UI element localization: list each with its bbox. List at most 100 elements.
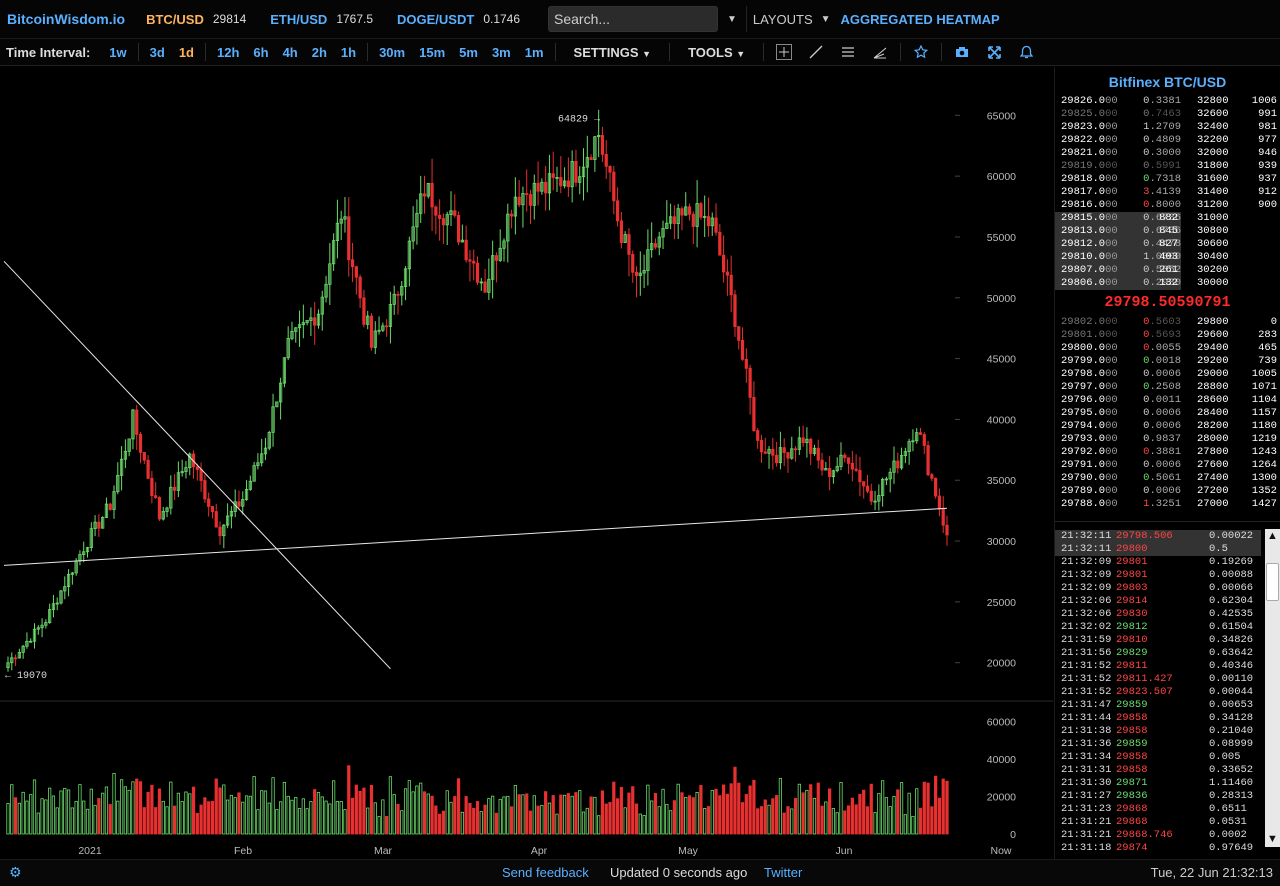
fullscreen-icon[interactable] [983,42,1005,62]
ask-row[interactable]: 29818.000 0.7318 31600 937 [1055,173,1280,186]
ask-row[interactable]: 29806.000 0.2930 30000 132 [1055,277,1229,290]
ask-row[interactable]: 29807.000 0.5052 30200 261 [1055,264,1229,277]
interval-1h[interactable]: 1h [340,44,357,60]
bid-row[interactable]: 29795.000 0.0006 28400 1157 [1055,407,1280,420]
interval-30m[interactable]: 30m [379,44,406,60]
camera-icon[interactable] [951,42,973,62]
order-amount: 0.5693 [1139,329,1181,342]
candle-body [347,216,351,261]
ask-row[interactable]: 29812.000 0.4478 30600 827 [1055,238,1229,251]
trade-row: 21:31:21 29868.746 0.0002 [1055,829,1261,842]
volume-bar [566,793,570,835]
bid-row[interactable]: 29793.000 0.9837 28000 1219 [1055,433,1280,446]
ask-row[interactable]: 29819.000 0.5991 31800 939 [1055,160,1280,173]
order-price-decimals: 00 [1105,147,1118,159]
tools-menu[interactable]: TOOLS ▼ [674,45,759,60]
interval-4h[interactable]: 4h [282,44,298,60]
ask-row[interactable]: 29810.000 1.0000 30400 403 [1055,251,1229,264]
ask-row[interactable]: 29826.000 0.3381 32800 1006 [1055,95,1280,108]
trades-scrollbar[interactable]: ▲ ▼ [1265,529,1280,847]
aggregated-heatmap-link[interactable]: AGGREGATED HEATMAP [840,11,1000,27]
order-amount: 0.2930 [1139,277,1181,290]
gear-icon[interactable]: ⚙ [9,864,22,880]
settings-menu[interactable]: SETTINGS ▼ [560,45,666,60]
ticker-name[interactable]: BTC/USD [146,11,204,27]
interval-15m[interactable]: 15m [419,44,446,60]
price-chart[interactable]: 65000 60000 55000 50000 45000 40000 35000 30000… [0,67,1053,859]
candle-body [127,438,131,452]
order-amount: 0.5603 [1139,316,1181,329]
ticker-name[interactable]: DOGE/USDT [397,11,475,27]
fib-icon[interactable] [869,42,891,62]
ask-row[interactable]: 29822.000 0.4809 32200 977 [1055,134,1280,147]
trade-amount: 0.00044 [1209,686,1254,698]
volume-bar [631,786,635,835]
ask-row[interactable]: 29825.000 0.7463 32600 991 [1055,108,1280,121]
brand-logo[interactable]: BitcoinWisdom.io [7,11,126,27]
crosshair-icon[interactable] [773,42,795,62]
twitter-link[interactable]: Twitter [764,865,803,880]
ask-row[interactable]: 29817.000 3.4139 31400 912 [1055,186,1280,199]
trade-history[interactable]: 21:32:11 29798.506 0.00022 21:32:11 29800 0.5… [1055,530,1280,855]
volume-bar [793,798,798,835]
bid-row[interactable]: 29797.000 0.2508 28800 1071 [1055,381,1280,394]
ask-row[interactable]: 29816.000 0.8000 31200 900 [1055,199,1280,212]
volume-bar [188,793,192,835]
ask-row[interactable]: 29823.000 1.2709 32400 981 [1055,121,1280,134]
star-icon[interactable] [910,42,932,62]
bid-row[interactable]: 29796.000 0.0011 28600 1104 [1055,394,1280,407]
bid-row[interactable]: 29798.000 0.0006 29000 1005 [1055,368,1280,381]
layouts-menu[interactable]: LAYOUTS ▼ [745,6,837,32]
bell-icon[interactable] [1015,42,1037,62]
interval-2h[interactable]: 2h [311,44,327,60]
interval-1w[interactable]: 1w [109,44,127,60]
bid-row[interactable]: 29792.000 0.3881 27800 1243 [1055,446,1280,459]
interval-6h[interactable]: 6h [253,44,269,60]
order-amount-int: 1 [1143,121,1150,133]
candle-body [597,135,601,138]
search-dropdown-icon[interactable]: ▼ [727,13,737,25]
trade-amount: 0.21040 [1209,725,1254,737]
candle-body [941,508,945,526]
ask-row[interactable]: 29815.000 0.6736 31000 882 [1055,212,1229,225]
ask-row[interactable]: 29813.000 0.6736 30800 845 [1055,225,1229,238]
scroll-up-icon[interactable]: ▲ [1267,530,1278,542]
interval-1d[interactable]: 1d [178,44,194,60]
trade-time: 21:31:36 [1061,738,1112,750]
candle-body [820,459,824,471]
interval-12h[interactable]: 12h [216,44,240,60]
candle-body [358,276,362,299]
bid-row[interactable]: 29800.000 0.0055 29400 465 [1055,342,1280,355]
line-tool-icon[interactable] [805,42,827,62]
candle-body [767,448,771,454]
order-amount-int: 0 [1143,407,1150,419]
send-feedback-link[interactable]: Send feedback [502,865,589,880]
volume-bar [623,807,627,835]
bid-row[interactable]: 29790.000 0.5061 27400 1300 [1055,472,1280,485]
bid-row[interactable]: 29799.000 0.0018 29200 739 [1055,355,1280,368]
bid-row[interactable]: 29794.000 0.0006 28200 1180 [1055,420,1280,433]
interval-1m[interactable]: 1m [524,44,544,60]
bid-row[interactable]: 29789.000 0.0006 27200 1352 [1055,485,1280,498]
volume-bar [63,787,67,835]
volume-bar [161,800,165,835]
interval-5m[interactable]: 5m [459,44,478,60]
bid-row[interactable]: 29801.000 0.5693 29600 283 [1055,329,1280,342]
bid-row[interactable]: 29791.000 0.0006 27600 1264 [1055,459,1280,472]
volume-bar [85,808,90,835]
ask-row[interactable]: 29821.000 0.3000 32000 946 [1055,147,1280,160]
interval-3d[interactable]: 3d [149,44,165,60]
ticker-name[interactable]: ETH/USD [270,11,328,27]
candle-body [207,498,211,507]
bid-row[interactable]: 29788.000 1.3251 27000 1427 [1055,498,1280,511]
search-input[interactable] [548,6,719,32]
interval-3m[interactable]: 3m [491,44,511,60]
hlines-icon[interactable] [837,42,859,62]
bid-row[interactable]: 29802.000 0.5603 29800 0 [1055,316,1280,329]
depth-count: 939 [1258,160,1277,172]
volume-bar [400,810,404,835]
scroll-down-icon[interactable]: ▼ [1267,833,1278,845]
candle-body [403,268,408,287]
scroll-thumb[interactable] [1266,563,1279,601]
candle-body [385,325,389,328]
